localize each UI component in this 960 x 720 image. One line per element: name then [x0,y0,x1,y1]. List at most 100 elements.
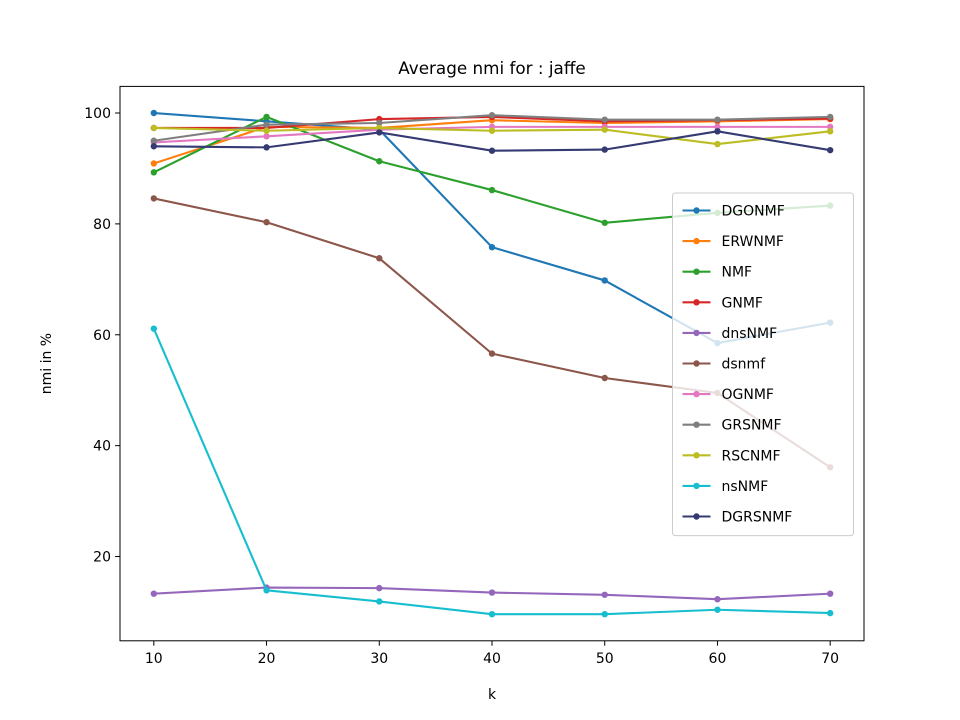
data-point [263,113,270,121]
data-point [150,195,158,202]
legend-entry-rscnmf: RSCNMF [682,448,781,464]
data-point [488,243,496,251]
legend-label: GNMF [722,295,763,311]
data-point [826,590,834,597]
data-point [826,123,834,131]
data-point [714,116,721,123]
data-point [714,128,721,135]
y-axis-label: nmi in % [39,333,55,394]
legend-entry-erwnmf: ERWNMF [682,234,784,250]
data-point [263,587,270,594]
data-point [150,109,158,117]
legend-marker [693,452,700,459]
data-point [601,610,608,618]
legend-label: GRSNMF [722,418,782,434]
legend-marker [693,299,700,306]
data-point [376,129,383,136]
legend-label: DGONMF [722,204,785,220]
legend-label: RSCNMF [722,448,781,464]
legend-marker [693,482,700,490]
series-nsnmf [150,325,834,618]
legend-label: ERWNMF [722,234,784,250]
legend-entry-grsnmf: GRSNMF [682,418,782,434]
data-point [714,123,721,131]
data-point [826,113,834,121]
data-point [488,127,496,134]
data-point [601,374,608,382]
legend-label: DGRSNMF [722,510,793,526]
x-tick-label: 40 [483,651,501,667]
legend: DGONMF ERWNMF NMF GNMF dnsNMF dsnmf OGNMF GRSNM… [672,192,854,537]
data-point [150,137,158,144]
legend-label: NMF [722,265,753,281]
series-rscnmf [150,124,834,148]
data-point [826,609,834,617]
y-tick-label: 60 [93,328,111,344]
data-point [263,133,270,140]
y-tick-label: 100 [84,106,111,122]
data-point [488,610,496,618]
y-tick-label: 20 [93,550,111,566]
data-point [150,143,158,150]
data-point [601,146,608,153]
data-point [263,219,270,226]
series-grsnmf [150,112,834,144]
data-point [488,186,496,194]
legend-entry-gnmf: GNMF [682,295,763,311]
data-point [263,127,270,134]
data-point [601,591,608,598]
data-point [601,219,608,226]
data-point [601,116,608,123]
legend-entry-nsnmf: nsNMF [682,479,769,495]
data-point [150,325,158,332]
data-point [826,128,834,135]
data-point [150,590,158,597]
data-point [150,169,158,176]
x-axis-ticks: 10 20 30 40 50 60 70 [145,640,839,667]
x-tick-label: 20 [258,651,276,667]
data-point [376,584,383,592]
data-point [488,147,496,154]
legend-marker [693,268,700,275]
data-point [714,606,721,613]
legend-label: OGNMF [722,387,774,403]
legend-marker [693,237,700,245]
data-point [826,146,834,154]
data-point [488,350,496,357]
data-point [376,119,383,127]
legend-entry-dnsnmf: dnsNMF [682,326,778,342]
x-tick-label: 60 [709,651,727,667]
legend-marker [693,360,700,367]
data-point [150,124,158,132]
legend-entry-dsnmf: dsnmf [682,357,767,373]
x-tick-label: 30 [370,651,388,667]
data-point [150,160,158,167]
data-point [488,589,496,596]
legend-marker [693,421,700,428]
legend-marker [693,207,700,214]
data-point [376,598,383,605]
data-point [714,596,721,603]
series-dgrsnmf [150,128,834,154]
y-tick-label: 40 [93,439,111,455]
x-tick-label: 70 [821,651,839,667]
data-point [601,126,608,133]
data-point [601,277,608,284]
legend-label: dsnmf [722,357,767,373]
legend-marker [693,329,700,337]
legend-label: nsNMF [722,479,769,495]
chart-title: Average nmi for : jaffe [398,58,585,78]
series-layer [150,109,834,618]
legend-marker [693,390,700,398]
data-point [488,112,496,119]
legend-entry-dgrsnmf: DGRSNMF [682,510,793,526]
x-axis-label: k [488,687,497,703]
x-tick-label: 10 [145,651,163,667]
y-tick-label: 80 [93,217,111,233]
data-point [714,140,721,148]
legend-box [672,192,854,537]
legend-label: dnsNMF [722,326,778,342]
y-axis-ticks: 20 40 60 80 100 [84,106,120,566]
data-point [376,124,383,132]
